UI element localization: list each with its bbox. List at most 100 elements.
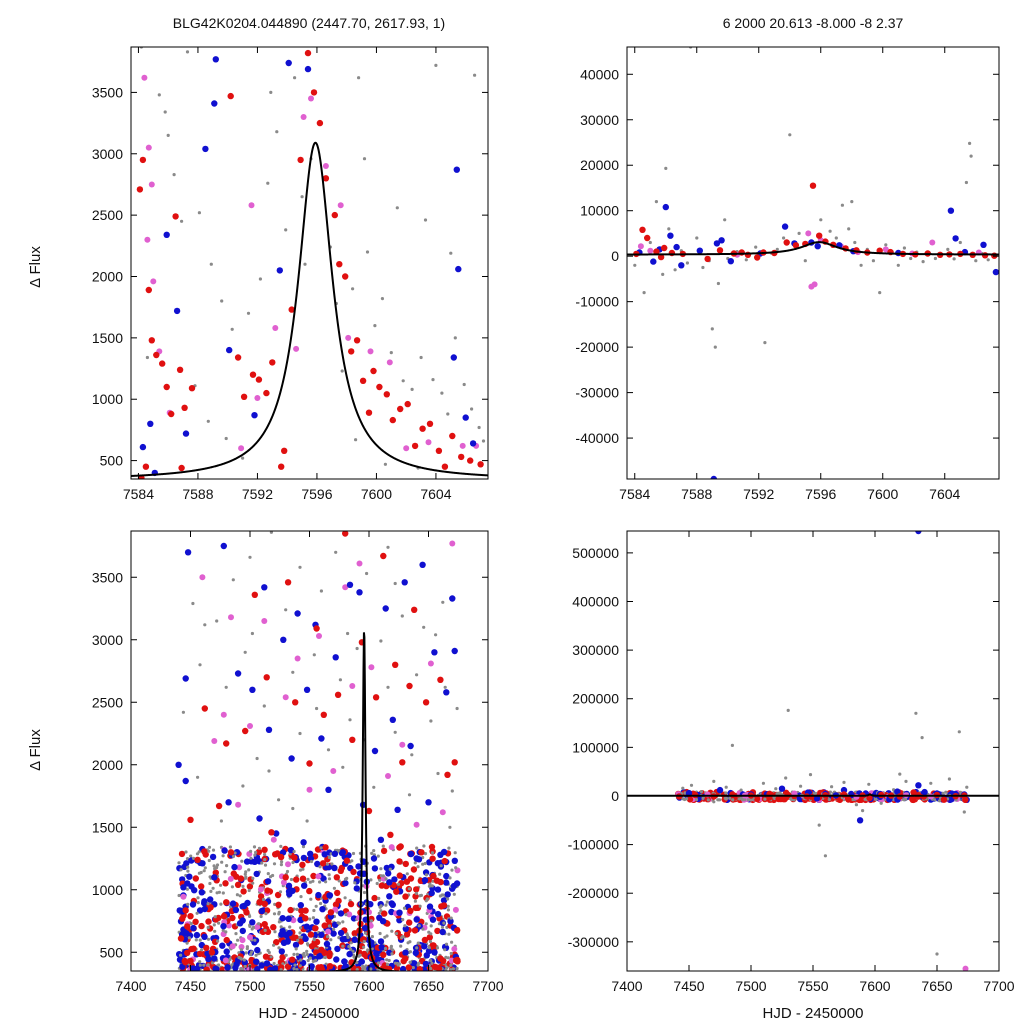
- band-point-gray: [241, 884, 245, 889]
- band-point-blue: [396, 917, 403, 924]
- data-point-gray: [712, 779, 716, 784]
- y-tick-label: 3000: [92, 146, 123, 162]
- data-point-gray: [473, 73, 477, 77]
- data-point-gray: [724, 785, 728, 789]
- data-point-red: [444, 771, 451, 778]
- ylabel-bottom: Δ Flux: [27, 729, 44, 771]
- data-point-gray: [648, 240, 652, 245]
- data-point-pink: [238, 445, 245, 452]
- band-point-gray: [353, 881, 357, 885]
- data-point-red: [284, 579, 292, 586]
- data-point-blue: [716, 786, 724, 794]
- xlabel-bottom-right: HJD - 2450000: [763, 1005, 864, 1022]
- data-point-gray: [853, 240, 857, 245]
- data-point-gray: [462, 382, 466, 387]
- x-tick-label: 7584: [123, 486, 154, 502]
- band-point-gray: [298, 868, 303, 872]
- band-point-red: [326, 963, 334, 970]
- panel-frame: [626, 46, 1000, 480]
- band-point-gray: [198, 963, 202, 967]
- data-point-blue: [339, 849, 346, 856]
- band-point-blue: [176, 956, 184, 963]
- band-point-gray: [291, 860, 295, 865]
- band-point-gray: [326, 935, 330, 939]
- band-point-gray: [376, 854, 380, 858]
- band-point-gray: [384, 877, 388, 881]
- band-point-pink: [222, 957, 229, 964]
- band-point-gray: [240, 859, 244, 863]
- data-point-red: [657, 253, 665, 261]
- data-point-blue: [685, 789, 693, 797]
- data-point-pink: [228, 614, 234, 621]
- panel-top-left: 7584 7588 7592 7596 7600 7604 500 1000 1500 2000 2…: [92, 46, 489, 502]
- band-point-gray: [694, 798, 699, 802]
- band-point-red: [223, 936, 230, 944]
- data-point-gray: [291, 670, 295, 674]
- data-point-gray: [326, 748, 331, 752]
- data-point-blue: [678, 262, 685, 269]
- data-point-gray: [958, 240, 962, 245]
- band-point-gray: [388, 867, 392, 871]
- data-point-gray: [847, 227, 851, 231]
- data-point-blue: [915, 531, 922, 535]
- data-point-gray: [739, 788, 743, 792]
- band-point-red: [307, 931, 315, 938]
- band-point-gray: [448, 876, 452, 880]
- band-point-gray: [396, 963, 400, 967]
- band-point-blue: [447, 918, 454, 925]
- band-point-red: [421, 936, 429, 944]
- data-point-red: [288, 306, 295, 313]
- band-point-gray: [279, 863, 283, 867]
- band-point-red: [203, 966, 210, 971]
- band-point-gray: [211, 848, 216, 852]
- band-point-gray: [327, 877, 332, 881]
- band-point-red: [407, 875, 415, 882]
- band-point-red: [198, 922, 205, 930]
- data-point-gray: [446, 412, 450, 416]
- band-point-gray: [263, 863, 268, 867]
- data-point-gray: [267, 769, 271, 773]
- data-point-red: [359, 377, 367, 384]
- data-point-blue: [261, 584, 268, 591]
- data-point-blue: [713, 240, 721, 247]
- y-tick-label: 300000: [572, 642, 619, 658]
- data-point-blue: [175, 761, 182, 768]
- data-point-pink: [882, 246, 889, 253]
- band-point-gray: [349, 947, 353, 952]
- data-point-gray: [410, 753, 414, 757]
- data-point-gray: [842, 780, 846, 785]
- data-point-gray: [386, 545, 390, 549]
- data-point-red: [256, 899, 263, 906]
- band-point-blue: [319, 906, 326, 913]
- band-point-blue: [307, 850, 314, 857]
- band-point-red: [426, 934, 433, 941]
- band-point-gray: [450, 868, 454, 872]
- band-point-gray: [277, 912, 281, 916]
- band-point-blue: [209, 853, 217, 861]
- data-point-pink: [247, 934, 253, 941]
- band-point-red: [319, 860, 327, 867]
- band-point-gray: [240, 967, 245, 971]
- band-point-gray: [370, 851, 374, 856]
- band-point-gray: [300, 935, 304, 939]
- band-point-gray: [685, 797, 689, 801]
- data-point-gray: [145, 355, 149, 360]
- band-point-blue: [333, 956, 340, 963]
- x-tick-label: 7450: [673, 978, 704, 994]
- data-point-red: [411, 442, 419, 450]
- band-point-gray: [428, 939, 432, 944]
- band-point-red: [434, 927, 441, 935]
- band-point-gray: [394, 932, 399, 936]
- y-tick-label: 100000: [572, 739, 619, 755]
- data-point-gray: [319, 589, 323, 593]
- band-point-blue: [231, 863, 238, 871]
- band-point-gray: [446, 908, 450, 912]
- data-point-pink: [308, 95, 314, 102]
- data-point-gray: [362, 157, 367, 161]
- band-point-blue: [207, 896, 214, 903]
- data-point-pink: [211, 738, 218, 744]
- band-point-gray: [444, 955, 448, 960]
- band-point-blue: [279, 915, 286, 922]
- data-point-gray: [859, 263, 863, 267]
- band-point-gray: [249, 849, 253, 854]
